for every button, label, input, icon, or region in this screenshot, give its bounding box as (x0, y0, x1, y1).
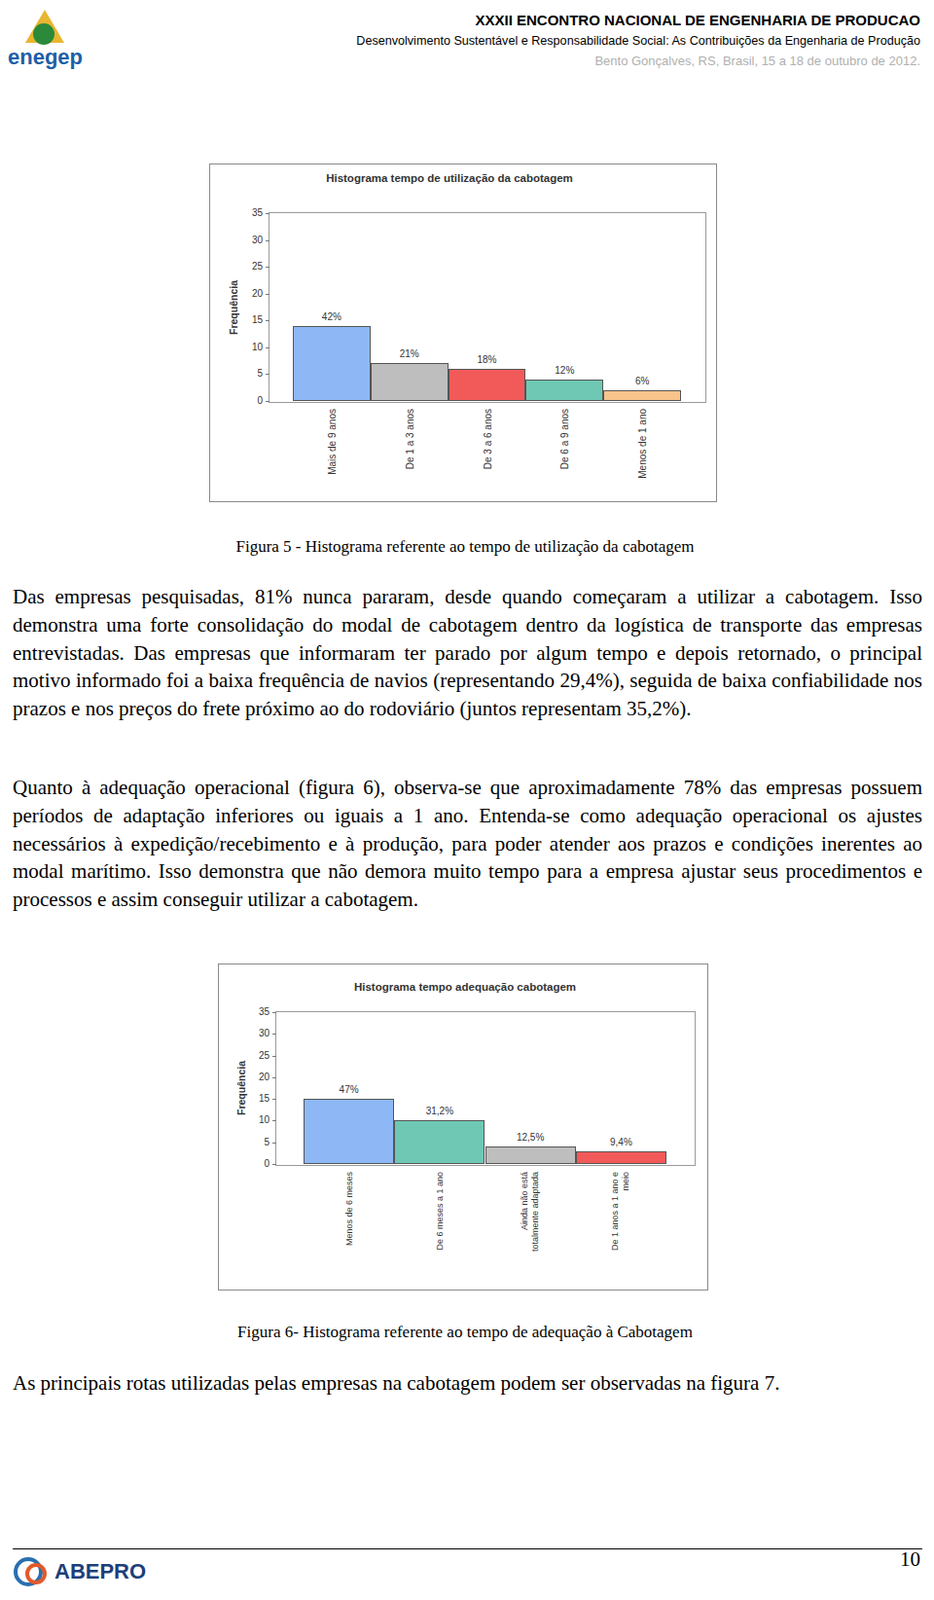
bar-percent-label: 6% (612, 375, 672, 387)
bar-percent-label: 18% (458, 354, 517, 365)
logo-globe (33, 23, 55, 45)
bar-percent-label: 9,4% (591, 1136, 650, 1148)
x-tick-label: Menos de 1 ano (628, 408, 656, 491)
y-tick-label: 35 (240, 1005, 270, 1018)
y-tick (272, 1163, 277, 1165)
bar (292, 325, 371, 401)
paragraph: Quanto à adequação operacional (figura 6… (12, 773, 923, 914)
y-axis-label: Frequência (226, 268, 241, 347)
y-tick (272, 1055, 277, 1057)
x-tick-label: De 6 a 9 anos (550, 408, 578, 491)
bar-percent-label: 12,5% (501, 1131, 560, 1143)
bar-percent-label: 47% (320, 1083, 379, 1095)
page: enegep XXXII ENCONTRO NACIONAL DE ENGENHA… (0, 0, 934, 1600)
logo-text: enegep (7, 44, 83, 71)
y-axis-label: Frequência (234, 1048, 249, 1127)
footer-rule (12, 1547, 923, 1549)
x-tick-label: Menos de 6 meses (335, 1171, 363, 1265)
y-tick (265, 400, 270, 402)
chart: Histograma tempo adequação cabotagem Freq… (217, 963, 709, 1291)
page-number: 10 (899, 1546, 921, 1572)
y-tick (272, 1011, 277, 1013)
header-logo: enegep (3, 3, 82, 72)
y-tick-label: 10 (240, 1113, 270, 1126)
bar (394, 1119, 485, 1164)
bar-percent-label: 31,2% (410, 1105, 469, 1116)
paragraph: As principais rotas utilizadas pelas emp… (12, 1368, 923, 1398)
header-subtitle: Desenvolvimento Sustentável e Responsabi… (356, 34, 921, 48)
y-tick (272, 1033, 277, 1035)
y-tick (265, 347, 270, 349)
y-tick (265, 293, 270, 295)
x-tick-label: Mais de 9 anos (318, 408, 346, 491)
y-tick (272, 1098, 277, 1100)
bar (575, 1150, 667, 1164)
bar (370, 362, 449, 401)
x-tick-label: De 1 a 3 anos (395, 408, 424, 491)
y-tick-label: 30 (240, 1027, 270, 1040)
plot-frame (268, 212, 707, 403)
y-tick (265, 213, 270, 215)
y-tick-label: 15 (233, 314, 263, 326)
y-tick (272, 1142, 277, 1144)
y-tick-label: 15 (240, 1092, 270, 1105)
plot-frame (275, 1010, 696, 1166)
y-tick-label: 35 (233, 207, 263, 219)
bar (485, 1146, 576, 1164)
chart: Histograma tempo de utilização da cabota… (209, 163, 718, 503)
y-tick-label: 25 (240, 1049, 270, 1062)
y-tick (265, 320, 270, 322)
y-tick-label: 20 (233, 287, 263, 300)
x-tick-label: Ainda não está totalmente adaptada (516, 1171, 544, 1265)
footer-logo-text: ABEPRO (54, 1558, 146, 1584)
chart-title: Histograma tempo de utilização da cabota… (215, 172, 683, 184)
header-title: XXXII ENCONTRO NACIONAL DE ENGENHARIA DE… (474, 11, 921, 29)
bar-percent-label: 21% (380, 348, 439, 360)
y-tick-label: 25 (233, 260, 263, 273)
y-tick-label: 10 (233, 341, 263, 354)
footer-logo-icon (25, 1562, 47, 1584)
y-tick-label: 5 (233, 367, 263, 380)
bar-percent-label: 42% (302, 311, 361, 323)
y-tick (272, 1119, 277, 1121)
bar (303, 1098, 395, 1164)
chart-title: Histograma tempo adequação cabotagem (231, 980, 699, 993)
bar (448, 368, 527, 401)
y-tick (265, 266, 270, 268)
bar-percent-label: 12% (535, 364, 594, 376)
y-tick-label: 5 (240, 1136, 270, 1149)
plot-area (269, 213, 705, 401)
y-tick (265, 240, 270, 242)
x-tick-label: De 6 meses a 1 ano (426, 1171, 454, 1265)
paragraph: Das empresas pesquisadas, 81% nunca para… (12, 582, 923, 723)
figure-caption: Figura 5 - Histograma referente ao tempo… (0, 537, 931, 557)
y-tick-label: 0 (233, 395, 263, 407)
footer-logo: ABEPRO (13, 1552, 180, 1592)
y-tick (272, 1077, 277, 1078)
x-tick-label: De 1 anos a 1 ano e meio (607, 1171, 635, 1265)
header-place-date: Bento Gonçalves, RS, Brasil, 15 a 18 de … (594, 53, 921, 69)
y-tick (265, 373, 270, 375)
y-tick-label: 0 (240, 1157, 270, 1170)
bar (603, 390, 682, 401)
figure-caption: Figura 6- Histograma referente ao tempo … (0, 1322, 931, 1342)
x-tick-label: De 3 a 6 anos (473, 408, 502, 491)
y-tick-label: 20 (240, 1071, 270, 1083)
bar (525, 379, 604, 401)
y-tick-label: 30 (233, 234, 263, 247)
